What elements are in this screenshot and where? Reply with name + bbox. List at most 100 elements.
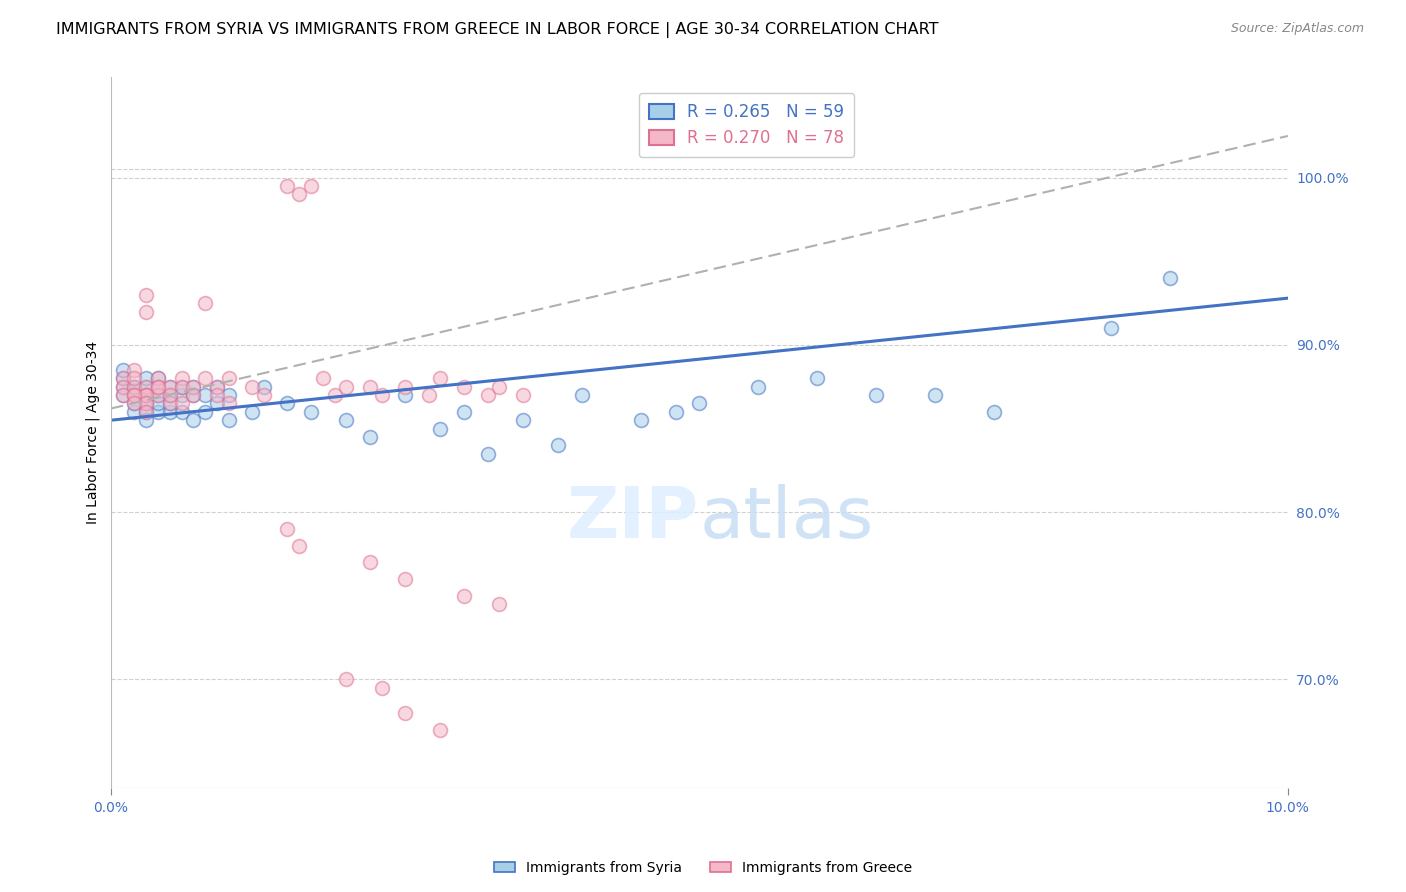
Point — [477, 447, 499, 461]
Point — [135, 380, 157, 394]
Point — [276, 396, 298, 410]
Point — [111, 371, 134, 385]
Point — [547, 438, 569, 452]
Point — [1159, 271, 1181, 285]
Point — [159, 396, 181, 410]
Point — [135, 396, 157, 410]
Point — [218, 371, 240, 385]
Point — [146, 380, 169, 394]
Point — [181, 380, 204, 394]
Point — [135, 380, 157, 394]
Point — [276, 179, 298, 194]
Point — [146, 371, 169, 385]
Point — [312, 371, 335, 385]
Point — [488, 380, 510, 394]
Point — [124, 380, 146, 394]
Text: ZIP: ZIP — [567, 483, 699, 552]
Point — [205, 396, 228, 410]
Text: Source: ZipAtlas.com: Source: ZipAtlas.com — [1230, 22, 1364, 36]
Point — [181, 380, 204, 394]
Point — [135, 388, 157, 402]
Point — [453, 380, 475, 394]
Point — [394, 706, 416, 720]
Point — [111, 388, 134, 402]
Point — [288, 539, 311, 553]
Text: IMMIGRANTS FROM SYRIA VS IMMIGRANTS FROM GREECE IN LABOR FORCE | AGE 30-34 CORRE: IMMIGRANTS FROM SYRIA VS IMMIGRANTS FROM… — [56, 22, 939, 38]
Point — [218, 413, 240, 427]
Point — [159, 380, 181, 394]
Point — [159, 388, 181, 402]
Point — [170, 388, 193, 402]
Point — [124, 405, 146, 419]
Point — [111, 371, 134, 385]
Point — [253, 388, 276, 402]
Point — [159, 396, 181, 410]
Text: atlas: atlas — [699, 483, 873, 552]
Point — [194, 405, 217, 419]
Point — [253, 380, 276, 394]
Point — [181, 388, 204, 402]
Point — [170, 405, 193, 419]
Point — [453, 405, 475, 419]
Point — [159, 380, 181, 394]
Point — [124, 388, 146, 402]
Point — [135, 304, 157, 318]
Point — [135, 288, 157, 302]
Point — [983, 405, 1005, 419]
Point — [111, 380, 134, 394]
Point — [181, 413, 204, 427]
Legend: R = 0.265   N = 59, R = 0.270   N = 78: R = 0.265 N = 59, R = 0.270 N = 78 — [638, 93, 853, 157]
Point — [865, 388, 887, 402]
Point — [429, 371, 451, 385]
Point — [146, 380, 169, 394]
Point — [159, 405, 181, 419]
Point — [571, 388, 593, 402]
Point — [135, 371, 157, 385]
Point — [323, 388, 346, 402]
Point — [124, 396, 146, 410]
Y-axis label: In Labor Force | Age 30-34: In Labor Force | Age 30-34 — [86, 341, 100, 524]
Point — [205, 388, 228, 402]
Point — [194, 388, 217, 402]
Point — [747, 380, 769, 394]
Point — [124, 396, 146, 410]
Point — [111, 380, 134, 394]
Point — [394, 380, 416, 394]
Point — [135, 388, 157, 402]
Point — [111, 363, 134, 377]
Point — [205, 380, 228, 394]
Point — [276, 522, 298, 536]
Point — [124, 388, 146, 402]
Point — [806, 371, 828, 385]
Point — [665, 405, 688, 419]
Point — [146, 396, 169, 410]
Point — [394, 572, 416, 586]
Point — [159, 388, 181, 402]
Point — [205, 380, 228, 394]
Point — [135, 388, 157, 402]
Point — [146, 371, 169, 385]
Point — [688, 396, 710, 410]
Point — [359, 380, 381, 394]
Point — [335, 380, 357, 394]
Point — [146, 405, 169, 419]
Point — [488, 597, 510, 611]
Point — [288, 187, 311, 202]
Point — [146, 388, 169, 402]
Point — [194, 371, 217, 385]
Point — [359, 555, 381, 569]
Point — [218, 388, 240, 402]
Point — [1099, 321, 1122, 335]
Point — [135, 413, 157, 427]
Point — [453, 589, 475, 603]
Point — [135, 396, 157, 410]
Point — [394, 388, 416, 402]
Point — [477, 388, 499, 402]
Point — [170, 380, 193, 394]
Point — [124, 363, 146, 377]
Point — [370, 388, 392, 402]
Point — [170, 380, 193, 394]
Point — [418, 388, 440, 402]
Point — [429, 421, 451, 435]
Point — [194, 296, 217, 310]
